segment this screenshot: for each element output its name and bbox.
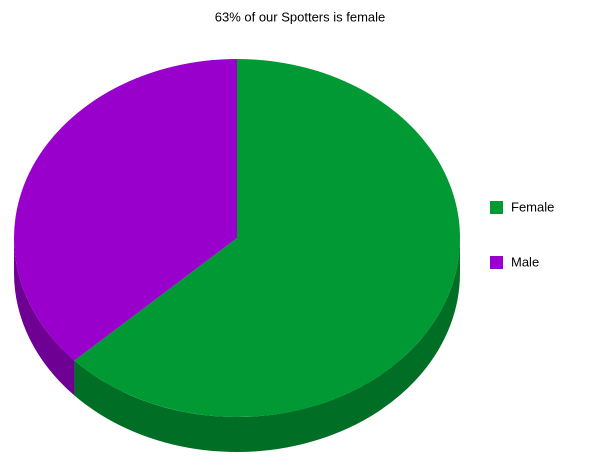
legend-label: Female xyxy=(511,199,554,214)
pie-side xyxy=(74,238,460,453)
chart-title: 63% of our Spotters is female xyxy=(215,9,386,24)
legend-swatch xyxy=(490,256,503,269)
pie-slice xyxy=(13,59,237,361)
pie-side xyxy=(14,238,75,396)
legend-label: Male xyxy=(511,254,539,269)
legend-swatch xyxy=(490,201,503,214)
pie-slice xyxy=(74,59,460,417)
